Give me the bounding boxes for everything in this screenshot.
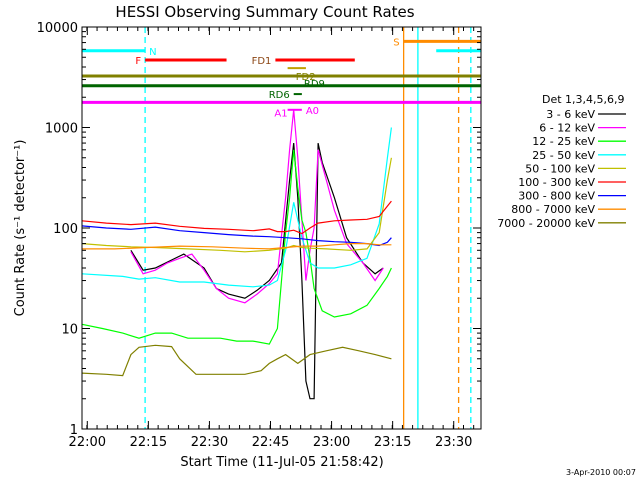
- chart-title: HESSI Observing Summary Count Rates: [115, 3, 414, 21]
- legend-label-7: 800 - 7000 keV: [511, 203, 595, 216]
- series-line-8: [81, 344, 392, 377]
- y-tick-label-1: 10: [61, 323, 78, 338]
- series-line-7: [82, 243, 392, 250]
- series-line-3: [81, 127, 392, 288]
- y-axis-label: Count Rate (s⁻¹ detector⁻¹): [13, 140, 28, 317]
- flag-label-f: F: [135, 56, 141, 67]
- x-tick-label-1: 22:15: [130, 435, 167, 450]
- legend-label-6: 300 - 800 keV: [518, 190, 595, 203]
- legend-label-8: 7000 - 20000 keV: [497, 217, 595, 230]
- legend-label-0: 3 - 6 keV: [546, 108, 595, 121]
- flag-label-a0: A0: [306, 106, 319, 117]
- x-tick-label-3: 22:45: [252, 435, 289, 450]
- timestamp: 3-Apr-2010 00:07: [566, 468, 636, 477]
- flag-label-rd6: RD6: [269, 90, 290, 101]
- legend-title: Det 1,3,4,5,6,9: [542, 93, 625, 106]
- series-line-0: [130, 142, 384, 400]
- legend-label-2: 12 - 25 keV: [532, 135, 595, 148]
- legend-label-4: 50 - 100 keV: [525, 162, 595, 175]
- y-tick-label-2: 100: [53, 222, 78, 237]
- flag-label-s: S: [393, 37, 399, 48]
- legend-label-1: 6 - 12 keV: [539, 122, 595, 135]
- x-axis: 22:00 22:15 22:30 22:45 23:00 23:15 23:30: [69, 27, 475, 450]
- legend-label-3: 25 - 50 keV: [532, 149, 595, 162]
- series-line-6: [81, 225, 392, 247]
- x-tick-label-4: 23:00: [313, 435, 350, 450]
- series-line-5: [81, 200, 392, 235]
- y-tick-label-3: 1000: [45, 122, 78, 137]
- flag-label-fd1: FD1: [252, 56, 272, 67]
- series-line-1: [130, 109, 384, 304]
- flag-label-a1: A1: [274, 108, 287, 119]
- series-line-2: [81, 149, 392, 345]
- x-tick-label-0: 22:00: [69, 435, 106, 450]
- y-tick-label-4: 10000: [37, 21, 78, 36]
- x-tick-label-6: 23:30: [435, 435, 472, 450]
- flag-label-fd2: FD2: [296, 72, 316, 83]
- flag-label-n: N: [149, 47, 156, 58]
- x-tick-label-5: 23:15: [374, 435, 411, 450]
- x-axis-label: Start Time (11-Jul-05 21:58:42): [180, 455, 383, 470]
- y-axis: 1 10 100 1000 10000: [37, 21, 481, 438]
- x-tick-label-2: 22:30: [191, 435, 228, 450]
- legend-label-5: 100 - 300 keV: [518, 176, 595, 189]
- flag-label-rd9: RD9: [304, 79, 325, 90]
- y-tick-label-0: 1: [70, 423, 78, 438]
